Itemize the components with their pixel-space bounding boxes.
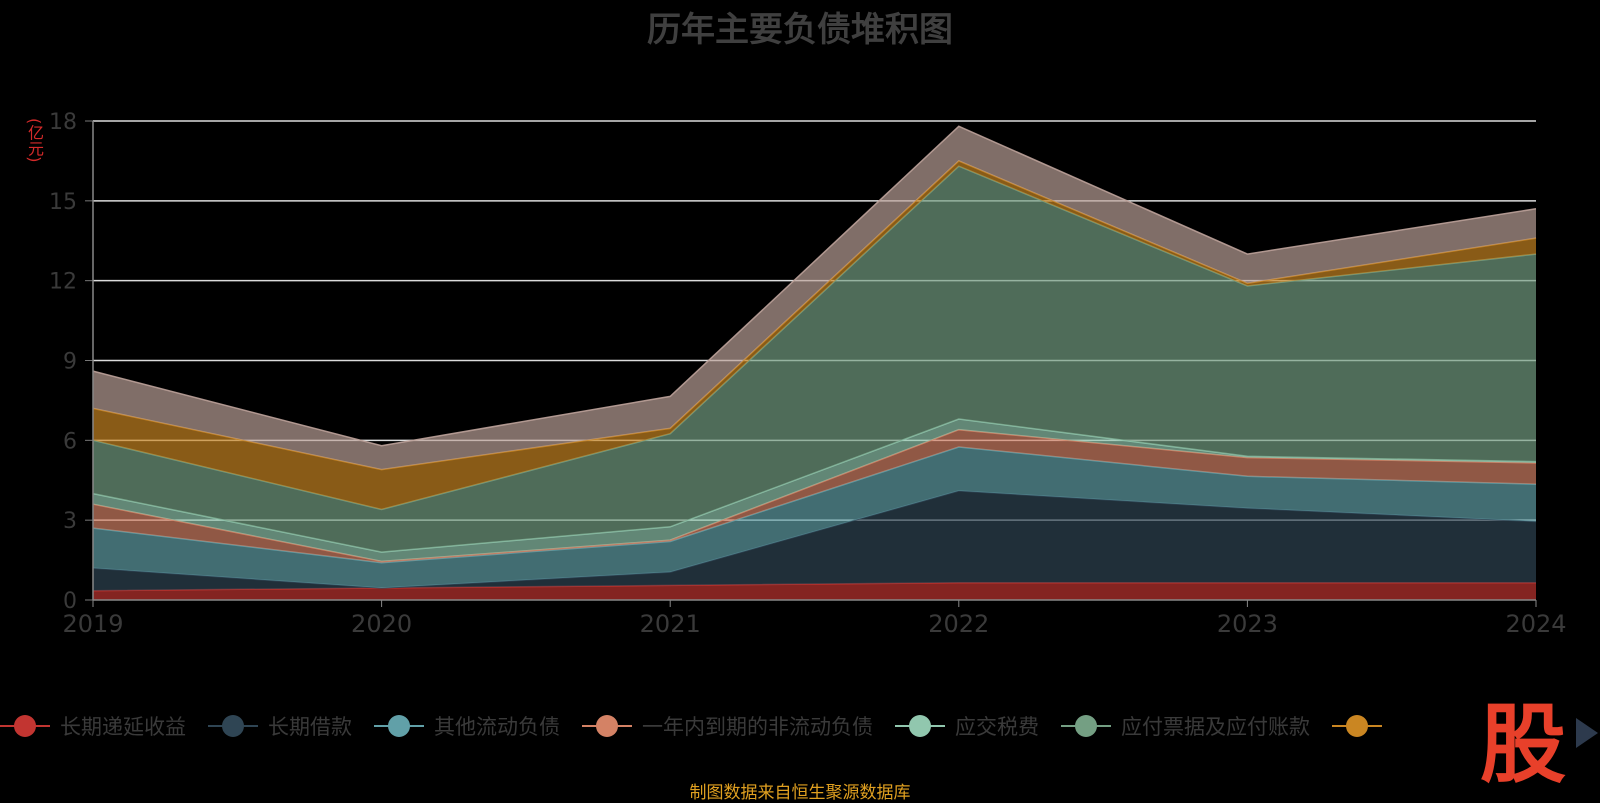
x-tick-label: 2024 <box>1505 610 1566 638</box>
x-tick-label: 2021 <box>640 610 701 638</box>
brand-logo: 股 <box>1480 695 1566 795</box>
chart-title: 历年主要负债堆积图 <box>647 10 953 50</box>
x-tick-label: 2019 <box>62 610 123 638</box>
legend-marker-icon <box>374 711 424 741</box>
axes: 0 3 6 9 12 15 18 2019 2020 2021 2022 2023 2024 <box>49 110 1567 638</box>
area-series-7[interactable] <box>93 126 1536 470</box>
y-tick-label: 6 <box>63 429 77 454</box>
area-series-2[interactable] <box>93 447 1536 588</box>
legend-label: 一年内到期的非流动负债 <box>642 715 873 739</box>
y-axis-unit-label: (亿元) <box>25 118 44 163</box>
y-tick-label: 12 <box>49 270 77 295</box>
y-tick-label: 3 <box>63 509 77 534</box>
area-series-line-7 <box>92 125 1537 447</box>
y-tick-label: 0 <box>63 589 77 614</box>
legend-marker-icon <box>1332 711 1382 741</box>
legend-marker-icon <box>0 711 50 741</box>
area-series-5[interactable] <box>93 166 1536 553</box>
legend-marker-icon <box>582 711 632 741</box>
y-tick-label: 18 <box>49 110 77 135</box>
legend-item-4[interactable]: 应交税费 <box>895 711 1039 741</box>
legend-next-page-arrow-icon[interactable] <box>1576 718 1598 748</box>
legend-item-3[interactable]: 一年内到期的非流动负债 <box>582 711 873 741</box>
y-tick-label: 15 <box>49 190 77 215</box>
area-series-6[interactable] <box>93 160 1536 510</box>
legend-label: 长期递延收益 <box>60 715 186 739</box>
legend-item-1[interactable]: 长期借款 <box>208 711 352 741</box>
legend-label: 应付票据及应付账款 <box>1121 715 1310 739</box>
legend-item-2[interactable]: 其他流动负债 <box>374 711 560 741</box>
x-tick-label: 2020 <box>351 610 412 638</box>
data-source-note: 制图数据来自恒生聚源数据库 <box>689 783 911 803</box>
legend-item-0[interactable]: 长期递延收益 <box>0 711 186 741</box>
x-tick-label: 2022 <box>928 610 989 638</box>
area-series-0[interactable] <box>93 582 1536 600</box>
legend-marker-icon <box>895 711 945 741</box>
legend-item-6[interactable] <box>1332 711 1392 741</box>
legend: 长期递延收益 长期借款 其他流动负债 一年内到期的非流动负债 应交税费 应付票据及应付账款 <box>0 708 1500 744</box>
legend-label: 应交税费 <box>955 715 1039 739</box>
area-series-1[interactable] <box>93 490 1536 591</box>
legend-marker-icon <box>208 711 258 741</box>
stacked-area-chart: 0 3 6 9 12 15 18 2019 2020 2021 2022 2023 2024 <box>49 110 1567 638</box>
x-tick-label: 2023 <box>1217 610 1278 638</box>
legend-label: 其他流动负债 <box>434 715 560 739</box>
legend-marker-icon <box>1061 711 1111 741</box>
series-areas <box>92 125 1537 600</box>
y-tick-label: 9 <box>63 350 77 375</box>
legend-label: 长期借款 <box>268 715 352 739</box>
area-series-3[interactable] <box>93 429 1536 563</box>
legend-item-5[interactable]: 应付票据及应付账款 <box>1061 711 1310 741</box>
